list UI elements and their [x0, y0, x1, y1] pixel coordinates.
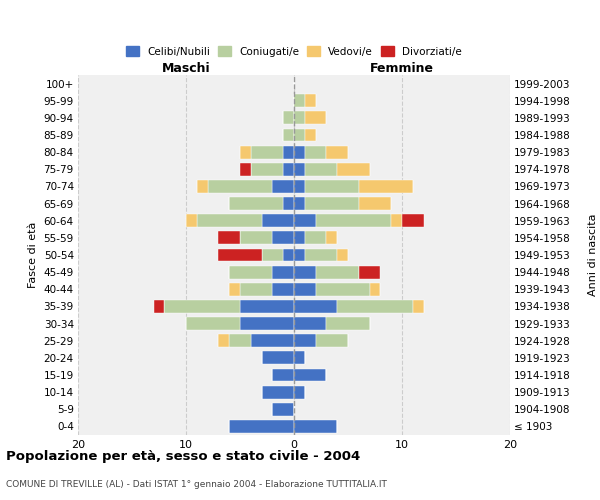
Bar	[391, 214, 402, 227]
Bar	[294, 334, 316, 347]
Bar	[294, 197, 305, 210]
Bar	[197, 214, 262, 227]
Bar	[283, 146, 294, 158]
Bar	[305, 248, 337, 262]
Text: Femmine: Femmine	[370, 62, 434, 75]
Bar	[229, 283, 240, 296]
Bar	[272, 232, 294, 244]
Bar	[251, 163, 283, 175]
Bar	[305, 163, 337, 175]
Bar	[262, 386, 294, 398]
Bar	[359, 197, 391, 210]
Bar	[272, 283, 294, 296]
Bar	[294, 94, 305, 107]
Bar	[251, 146, 283, 158]
Bar	[370, 283, 380, 296]
Bar	[240, 283, 272, 296]
Bar	[229, 334, 251, 347]
Bar	[294, 283, 316, 296]
Bar	[218, 248, 262, 262]
Bar	[305, 94, 316, 107]
Bar	[337, 300, 413, 313]
Bar	[240, 317, 294, 330]
Bar	[413, 300, 424, 313]
Bar	[272, 368, 294, 382]
Bar	[272, 403, 294, 415]
Bar	[262, 352, 294, 364]
Bar	[229, 420, 294, 433]
Bar	[186, 317, 240, 330]
Bar	[305, 128, 316, 141]
Bar	[402, 214, 424, 227]
Bar	[186, 214, 197, 227]
Bar	[154, 300, 164, 313]
Bar	[262, 214, 294, 227]
Bar	[262, 248, 283, 262]
Bar	[218, 232, 240, 244]
Bar	[305, 197, 359, 210]
Bar	[283, 197, 294, 210]
Bar	[316, 283, 370, 296]
Bar	[326, 317, 370, 330]
Bar	[240, 163, 251, 175]
Bar	[294, 317, 326, 330]
Bar	[218, 334, 229, 347]
Bar	[208, 180, 272, 193]
Bar	[283, 248, 294, 262]
Bar	[283, 163, 294, 175]
Bar	[316, 266, 359, 278]
Y-axis label: Fasce di età: Fasce di età	[28, 222, 38, 288]
Bar	[294, 146, 305, 158]
Bar	[229, 197, 283, 210]
Bar	[272, 266, 294, 278]
Legend: Celibi/Nubili, Coniugati/e, Vedovi/e, Divorziati/e: Celibi/Nubili, Coniugati/e, Vedovi/e, Di…	[124, 44, 464, 59]
Bar	[305, 112, 326, 124]
Bar	[294, 386, 305, 398]
Bar	[240, 300, 294, 313]
Bar	[240, 232, 272, 244]
Bar	[229, 266, 272, 278]
Text: Maschi: Maschi	[161, 62, 211, 75]
Bar	[272, 180, 294, 193]
Bar	[337, 248, 348, 262]
Text: COMUNE DI TREVILLE (AL) - Dati ISTAT 1° gennaio 2004 - Elaborazione TUTTITALIA.I: COMUNE DI TREVILLE (AL) - Dati ISTAT 1° …	[6, 480, 387, 489]
Bar	[337, 163, 370, 175]
Bar	[294, 163, 305, 175]
Bar	[305, 180, 359, 193]
Bar	[294, 248, 305, 262]
Bar	[316, 334, 348, 347]
Bar	[294, 368, 326, 382]
Bar	[294, 112, 305, 124]
Bar	[251, 334, 294, 347]
Bar	[305, 232, 326, 244]
Bar	[359, 180, 413, 193]
Bar	[294, 232, 305, 244]
Bar	[359, 266, 380, 278]
Bar	[326, 146, 348, 158]
Bar	[294, 128, 305, 141]
Bar	[294, 214, 316, 227]
Bar	[294, 352, 305, 364]
Bar	[240, 146, 251, 158]
Bar	[305, 146, 326, 158]
Bar	[294, 266, 316, 278]
Text: Popolazione per età, sesso e stato civile - 2004: Popolazione per età, sesso e stato civil…	[6, 450, 360, 463]
Bar	[283, 112, 294, 124]
Bar	[294, 420, 337, 433]
Bar	[283, 128, 294, 141]
Bar	[316, 214, 391, 227]
Bar	[294, 300, 337, 313]
Bar	[294, 180, 305, 193]
Bar	[326, 232, 337, 244]
Bar	[164, 300, 240, 313]
Y-axis label: Anni di nascita: Anni di nascita	[587, 214, 598, 296]
Bar	[197, 180, 208, 193]
